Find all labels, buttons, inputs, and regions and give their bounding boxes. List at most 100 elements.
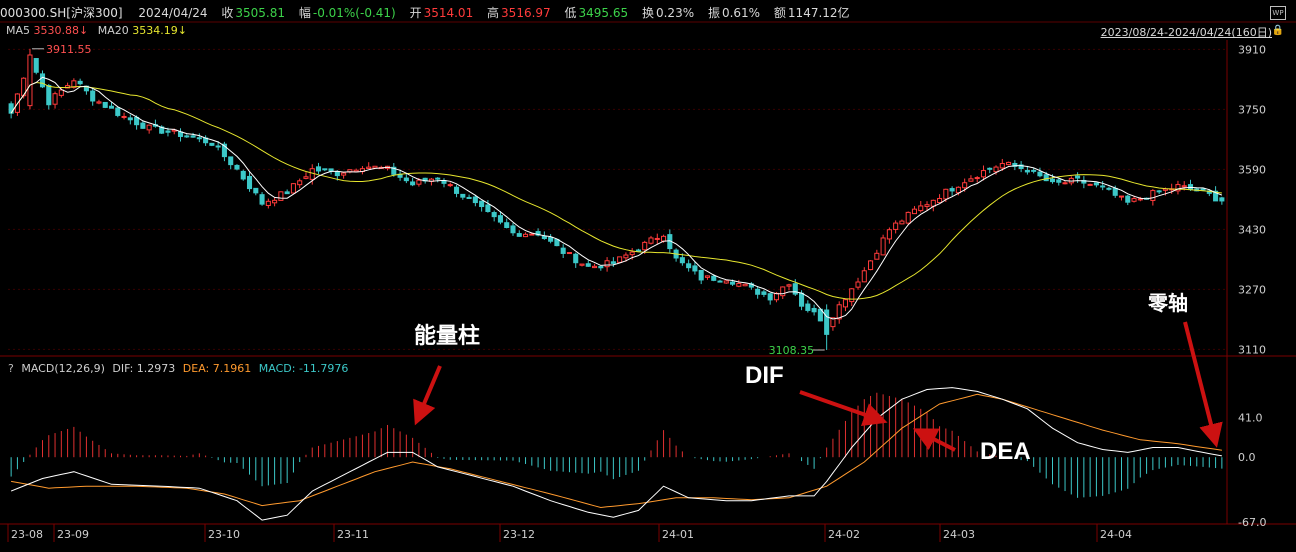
candlestick[interactable] [453,184,460,198]
candlestick[interactable] [736,279,742,288]
candlestick[interactable] [1100,180,1106,191]
candlestick[interactable] [497,211,503,225]
candlestick[interactable] [221,141,227,162]
candlestick[interactable] [90,88,96,106]
candlestick[interactable] [899,219,905,225]
candlestick[interactable] [886,227,892,244]
candlestick[interactable] [33,58,39,75]
candlestick[interactable] [755,286,761,299]
candlestick[interactable] [1156,189,1162,195]
candlestick[interactable] [1012,160,1018,171]
candlestick[interactable] [77,78,83,86]
candlestick[interactable] [786,283,792,291]
candlestick[interactable] [1075,172,1081,183]
candlestick[interactable] [278,191,284,201]
candlestick[interactable] [585,260,591,267]
candlestick[interactable] [566,252,572,255]
candlestick[interactable] [209,142,215,147]
candlestick[interactable] [635,248,641,252]
candlestick[interactable] [842,298,849,312]
candlestick[interactable] [780,286,786,299]
candlestick[interactable] [115,106,121,118]
candlestick[interactable] [560,244,566,259]
candlestick[interactable] [510,222,516,236]
candlestick[interactable] [108,101,115,109]
candlestick[interactable] [1056,177,1062,186]
candlestick[interactable] [911,206,918,215]
candlestick[interactable] [96,99,102,105]
candlestick[interactable] [1131,195,1137,203]
candlestick[interactable] [491,210,497,222]
candlestick[interactable] [861,267,867,283]
candlestick[interactable] [190,132,196,138]
candlestick[interactable] [968,175,974,182]
candlestick[interactable] [980,165,987,181]
candlestick[interactable] [987,167,993,174]
candlestick[interactable] [39,70,46,89]
candlestick[interactable] [679,253,685,266]
candlestick[interactable] [824,304,830,350]
date-range-selector[interactable]: 2023/08/24-2024/04/24(160日) [1100,26,1272,39]
candlestick[interactable] [435,177,441,183]
candlestick[interactable] [836,301,842,324]
candlestick-layer[interactable]: 3911.55 3108.35 [8,43,1225,357]
candlestick[interactable] [767,292,773,305]
candlestick[interactable] [849,288,855,307]
candlestick[interactable] [410,177,416,187]
candlestick[interactable] [830,317,836,331]
candlestick[interactable] [1037,167,1043,178]
candlestick[interactable] [516,230,522,237]
candlestick[interactable] [617,256,623,264]
candlestick[interactable] [855,277,861,290]
candlestick[interactable] [240,169,246,181]
candlestick[interactable] [592,263,598,269]
candlestick[interactable] [259,192,265,206]
candlestick[interactable] [868,260,874,271]
candlestick[interactable] [322,168,328,172]
candlestick[interactable] [121,112,127,120]
candlestick[interactable] [692,261,698,275]
candlestick[interactable] [297,178,303,189]
candlestick[interactable] [1213,186,1219,202]
candlestick[interactable] [1018,161,1024,173]
candlestick[interactable] [234,164,240,171]
candlestick[interactable] [698,269,704,285]
candlestick[interactable] [246,172,253,192]
candlestick[interactable] [303,172,309,180]
candlestick[interactable] [1118,195,1125,201]
candlestick[interactable] [1062,180,1068,185]
candlestick[interactable] [253,187,259,196]
candlestick[interactable] [290,183,296,194]
candlestick[interactable] [284,189,290,195]
candlestick[interactable] [893,220,899,234]
candlestick[interactable] [1024,165,1030,175]
candlestick[interactable] [485,200,491,213]
candlestick[interactable] [1087,183,1093,186]
candlestick[interactable] [447,182,453,188]
candlestick[interactable] [811,304,817,316]
candlestick[interactable] [905,211,911,226]
candlestick[interactable] [880,234,886,256]
candlestick[interactable] [654,233,660,244]
candlestick[interactable] [974,176,980,183]
candlestick[interactable] [717,279,723,283]
candlestick[interactable] [146,124,152,134]
candlestick[interactable] [265,198,271,209]
help-icon[interactable]: ? [8,362,14,375]
candlestick[interactable] [466,194,472,200]
candlestick[interactable] [522,232,529,238]
candlestick[interactable] [548,234,554,244]
candlestick[interactable] [704,275,711,280]
candlestick[interactable] [805,300,811,313]
candlestick[interactable] [742,283,748,287]
wp-export-icon[interactable]: WP [1270,6,1286,20]
candlestick[interactable] [604,257,610,272]
candlestick[interactable] [648,235,654,245]
candlestick[interactable] [1106,186,1112,191]
candlestick[interactable] [14,93,20,116]
candlestick[interactable] [102,101,108,109]
candlestick[interactable] [1006,161,1012,166]
candlestick[interactable] [924,201,930,212]
candlestick[interactable] [184,134,190,138]
candlestick[interactable] [391,162,397,177]
